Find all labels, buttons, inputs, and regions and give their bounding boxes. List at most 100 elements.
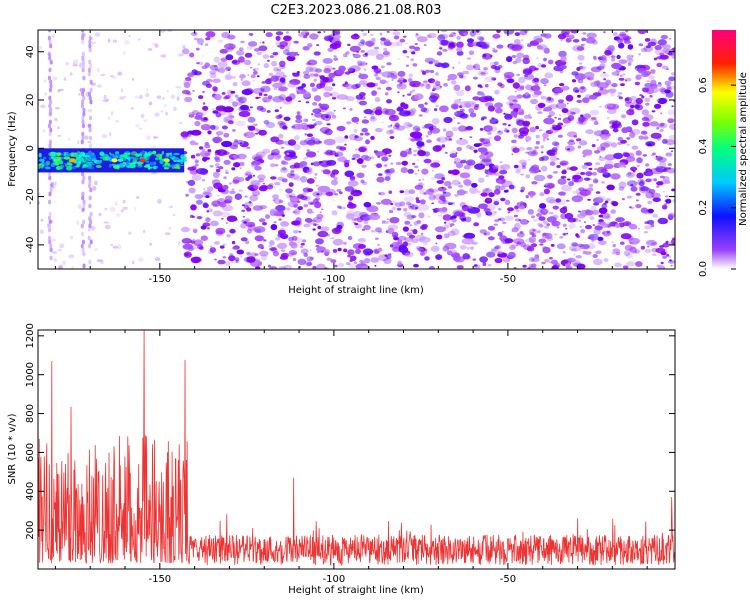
noise-cell (428, 194, 436, 201)
noise-cell (554, 116, 557, 119)
noise-cell (213, 93, 222, 101)
noise-cell (153, 135, 156, 141)
noise-cell (115, 213, 121, 217)
noise-cell (405, 64, 409, 67)
noise-cell (548, 211, 554, 215)
noise-cell (363, 224, 371, 231)
noise-cell (470, 246, 474, 250)
noise-cell (321, 208, 324, 211)
noise-cell (258, 129, 267, 136)
noise-cell (623, 250, 631, 257)
signal-cell (155, 157, 159, 161)
noise-cell (319, 103, 330, 111)
noise-cell (192, 238, 196, 241)
signal-peak-cell (139, 158, 146, 163)
noise-cell (98, 212, 102, 217)
noise-cell (241, 80, 251, 87)
noise-cell (634, 104, 640, 109)
noise-cell (512, 185, 517, 189)
noise-cell (541, 165, 548, 172)
noise-cell (412, 162, 416, 166)
noise-cell (232, 101, 239, 107)
noise-cell (163, 104, 167, 107)
noise-cell (463, 179, 472, 186)
noise-cell (379, 32, 383, 36)
noise-cell (598, 214, 603, 218)
noise-cell (438, 214, 443, 217)
noise-cell (363, 258, 371, 264)
signal-cell (133, 156, 139, 161)
noise-cell (356, 172, 365, 179)
noise-cell (154, 135, 157, 139)
noise-cell (452, 32, 456, 35)
noise-cell (179, 121, 183, 125)
noise-cell (290, 173, 295, 176)
noise-cell (436, 51, 443, 56)
noise-cell (529, 44, 532, 47)
streak-cell (89, 87, 93, 93)
noise-cell (665, 240, 669, 244)
noise-cell (591, 239, 595, 243)
noise-cell (316, 263, 326, 269)
noise-cell (615, 252, 621, 255)
noise-cell (254, 235, 264, 242)
noise-cell (656, 181, 664, 186)
noise-cell (435, 242, 438, 245)
noise-cell (456, 189, 466, 196)
signal-cell (153, 153, 157, 156)
noise-cell (627, 44, 634, 50)
noise-cell (447, 78, 451, 81)
noise-cell (625, 30, 629, 33)
noise-cell (540, 145, 544, 149)
noise-cell (366, 49, 379, 56)
noise-cell (599, 212, 611, 219)
noise-cell (156, 95, 162, 99)
noise-cell (453, 99, 461, 104)
noise-cell (536, 222, 543, 226)
noise-cell (651, 192, 661, 199)
noise-cell (294, 40, 300, 44)
noise-cell (190, 204, 197, 211)
noise-cell (503, 30, 515, 35)
noise-cell (338, 206, 343, 210)
streak-cell (80, 103, 84, 109)
noise-cell (661, 44, 672, 50)
noise-cell (467, 246, 470, 250)
noise-cell (469, 30, 477, 37)
noise-cell (222, 184, 229, 190)
noise-cell (561, 30, 571, 35)
noise-cell (639, 179, 644, 184)
streak-cell (81, 39, 85, 45)
noise-cell (145, 93, 150, 98)
noise-cell (528, 263, 533, 268)
noise-cell (652, 253, 657, 256)
noise-cell (54, 118, 59, 122)
noise-cell (360, 179, 365, 184)
noise-cell (146, 87, 149, 93)
noise-cell (447, 202, 453, 206)
noise-cell (107, 38, 111, 43)
noise-cell (611, 57, 616, 62)
noise-cell (107, 116, 111, 120)
noise-cell (423, 188, 426, 191)
noise-cell (630, 184, 634, 187)
noise-cell (636, 172, 644, 179)
noise-cell (651, 110, 656, 113)
noise-cell (588, 233, 600, 241)
noise-cell (235, 161, 241, 167)
noise-cell (511, 55, 517, 58)
noise-cell (317, 31, 322, 34)
noise-cell (630, 186, 638, 192)
noise-cell (383, 47, 388, 51)
noise-cell (626, 109, 635, 116)
noise-cell (361, 228, 366, 231)
noise-cell (622, 73, 626, 76)
noise-cell (358, 73, 369, 80)
noise-cell (240, 237, 248, 242)
noise-cell (273, 87, 278, 91)
streak-cell (81, 30, 85, 33)
noise-cell (296, 71, 300, 74)
noise-cell (460, 159, 467, 164)
noise-cell (642, 121, 650, 127)
noise-cell (463, 32, 468, 36)
